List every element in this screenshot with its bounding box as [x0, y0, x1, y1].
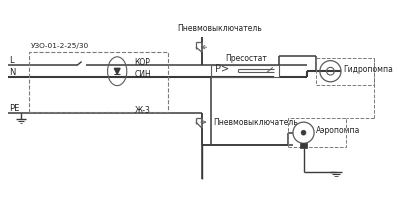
Polygon shape	[114, 68, 120, 74]
Text: Пресостат: Пресостат	[226, 54, 268, 63]
Text: Пневмовыключатель: Пневмовыключатель	[178, 24, 262, 34]
Bar	[300, 143, 307, 148]
Text: СИН: СИН	[134, 70, 151, 79]
Text: PE: PE	[9, 104, 19, 113]
Bar	[211, 65, 278, 77]
Bar	[316, 58, 374, 85]
Text: L: L	[9, 56, 13, 65]
Text: P>: P>	[215, 64, 229, 74]
Circle shape	[301, 130, 306, 135]
Text: КОР: КОР	[134, 58, 150, 67]
Text: Аэропомпа: Аэропомпа	[316, 126, 360, 135]
Text: Гидропомпа: Гидропомпа	[343, 65, 393, 74]
Text: Пневмовыключатель: Пневмовыключатель	[213, 118, 298, 127]
Text: N: N	[9, 68, 15, 77]
Text: УЗО-01-2-25/30: УЗО-01-2-25/30	[31, 43, 89, 49]
Bar	[288, 118, 346, 147]
Bar	[29, 52, 168, 112]
Text: Ж-3: Ж-3	[134, 106, 150, 115]
